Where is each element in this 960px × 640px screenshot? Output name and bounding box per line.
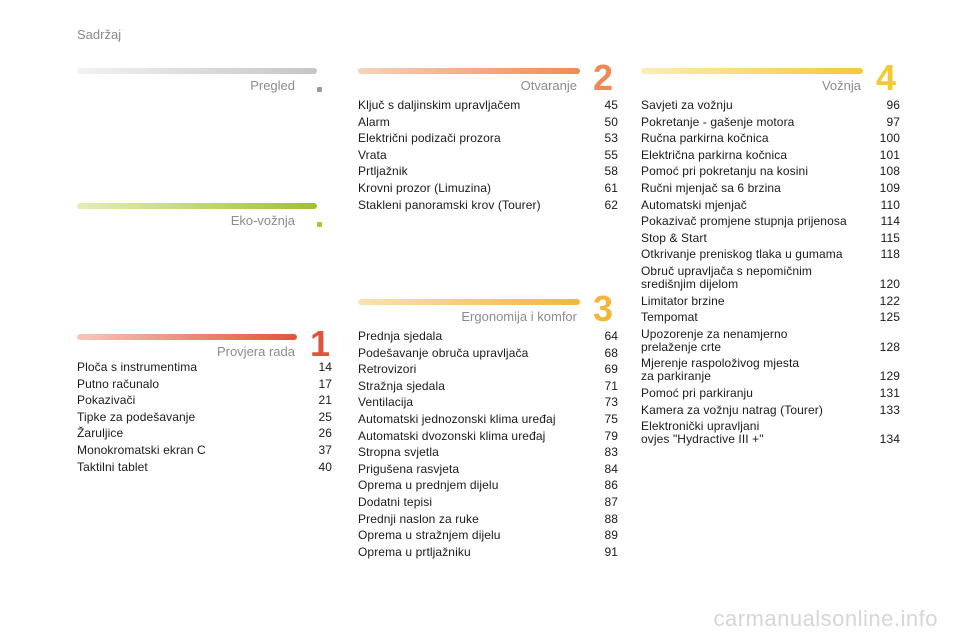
toc-item[interactable]: Limitator brzine 122 — [641, 293, 900, 308]
section-bar — [77, 203, 317, 209]
section-ergonomija: Ergonomija i komfor 3 Prednja sjedala 64 … — [358, 289, 618, 558]
toc-list: Ploča s instrumentima 14 Putno računalo 17… — [77, 361, 332, 477]
toc-item[interactable]: Oprema u stražnjem dijelu 89 — [358, 528, 618, 543]
toc-item[interactable]: Oprema u prednjem dijelu 86 — [358, 478, 618, 493]
toc-item[interactable]: Ručni mjenjač sa 6 brzina 109 — [641, 180, 900, 195]
toc-item[interactable]: Pokretanje - gašenje motora 97 — [641, 114, 900, 129]
toc-item[interactable]: Automatski dvozonski klima uređaj 79 — [358, 428, 618, 443]
toc-item[interactable]: Ručna parkirna kočnica 100 — [641, 131, 900, 146]
bullet-icon — [317, 222, 322, 227]
toc-item[interactable]: Savjeti za vožnju 96 — [641, 98, 900, 112]
toc-item[interactable]: Upozorenje za nenamjerno prelaženje crte… — [641, 326, 900, 354]
section-title: Otvaranje — [520, 78, 577, 93]
toc-item[interactable]: Vrata 55 — [358, 147, 618, 162]
section-number: 2 — [592, 57, 613, 98]
section-title: Provjera rada — [216, 344, 295, 359]
toc-item[interactable]: Prigušena rasvjeta 84 — [358, 461, 618, 476]
section-provjera: Provjera rada 1 Ploča s instrumentima 14 … — [77, 324, 332, 473]
toc-item[interactable]: Oprema u prtljažniku 91 — [358, 544, 618, 559]
toc-item[interactable]: Taktilni tablet 40 — [77, 459, 332, 474]
toc-item[interactable]: Pomoć pri pokretanju na kosini 108 — [641, 164, 900, 179]
toc-item[interactable]: Krovni prozor (Limuzina) 61 — [358, 180, 618, 195]
section-otvaranje: Otvaranje 2 Ključ s daljinskim upravljač… — [358, 58, 618, 211]
toc-item[interactable]: Ploča s instrumentima 14 — [77, 360, 332, 374]
toc-item[interactable]: Stop & Start 115 — [641, 230, 900, 245]
toc-item[interactable]: Kamera za vožnju natrag (Tourer) 133 — [641, 402, 900, 417]
section-eko: Eko-vožnja — [77, 203, 332, 237]
toc-item[interactable]: Putno računalo 17 — [77, 376, 332, 391]
toc-item[interactable]: Stražnja sjedala 71 — [358, 378, 618, 393]
toc-item[interactable]: Automatski mjenjač 110 — [641, 197, 900, 212]
toc-item[interactable]: Prednja sjedala 64 — [358, 329, 618, 343]
section-voznja: Vožnja 4 Savjeti za vožnju 96 Pokretanje … — [641, 58, 900, 446]
section-bar — [641, 68, 863, 74]
section-bar — [358, 68, 580, 74]
bullet-icon — [317, 87, 322, 92]
section-pregled: Pregled — [77, 68, 332, 102]
toc-list: Prednja sjedala 64 Podešavanje obruča upr… — [358, 330, 618, 562]
toc-item[interactable]: Ključ s daljinskim upravljačem 45 — [358, 98, 618, 112]
toc-item[interactable]: Pokazivač promjene stupnja prijenosa 114 — [641, 214, 900, 229]
toc-item[interactable]: Monokromatski ekran C 37 — [77, 442, 332, 457]
toc-item[interactable]: Žaruljice 26 — [77, 426, 332, 441]
section-number: 3 — [592, 288, 613, 329]
toc-item[interactable]: Pokazivači 21 — [77, 393, 332, 408]
toc-item[interactable]: Ventilacija 73 — [358, 395, 618, 410]
toc-item[interactable]: Prtljažnik 58 — [358, 164, 618, 179]
toc-item[interactable]: Dodatni tepisi 87 — [358, 494, 618, 509]
section-bar — [77, 334, 297, 340]
toc-item[interactable]: Elektronički upravljani ovjes "Hydractiv… — [641, 419, 900, 447]
toc-item[interactable]: Pomoć pri parkiranju 131 — [641, 385, 900, 400]
toc-item[interactable]: Stakleni panoramski krov (Tourer) 62 — [358, 197, 618, 212]
toc-list: Savjeti za vožnju 96 Pokretanje - gašenje… — [641, 99, 900, 450]
section-title: Vožnja — [821, 78, 861, 93]
section-number: 1 — [309, 323, 330, 364]
toc-list: Ključ s daljinskim upravljačem 45 Alarm 50… — [358, 99, 618, 215]
section-title: Pregled — [250, 78, 295, 93]
section-title: Eko-vožnja — [230, 213, 295, 228]
section-bar — [77, 68, 317, 74]
toc-item[interactable]: Stropna svjetla 83 — [358, 445, 618, 460]
toc-item[interactable]: Podešavanje obruča upravljača 68 — [358, 345, 618, 360]
toc-item[interactable]: Obruč upravljača s nepomičnim središnjim… — [641, 263, 900, 291]
toc-item[interactable]: Prednji naslon za ruke 88 — [358, 511, 618, 526]
page-label: Sadržaj — [77, 27, 122, 42]
section-bar — [358, 299, 580, 305]
toc-item[interactable]: Otkrivanje preniskog tlaka u gumama 118 — [641, 247, 900, 262]
toc-item[interactable]: Automatski jednozonski klima uređaj 75 — [358, 411, 618, 426]
section-number: 4 — [875, 57, 896, 98]
toc-item[interactable]: Električna parkirna kočnica 101 — [641, 147, 900, 162]
toc-item[interactable]: Alarm 50 — [358, 114, 618, 129]
toc-item[interactable]: Tempomat 125 — [641, 310, 900, 325]
section-title: Ergonomija i komfor — [461, 309, 577, 324]
toc-item[interactable]: Mjerenje raspoloživog mjesta za parkiran… — [641, 356, 900, 384]
toc-item[interactable]: Tipke za podešavanje 25 — [77, 409, 332, 424]
watermark: carmanualsonline.info — [713, 606, 938, 631]
toc-item[interactable]: Električni podizači prozora 53 — [358, 131, 618, 146]
toc-item[interactable]: Retrovizori 69 — [358, 362, 618, 377]
